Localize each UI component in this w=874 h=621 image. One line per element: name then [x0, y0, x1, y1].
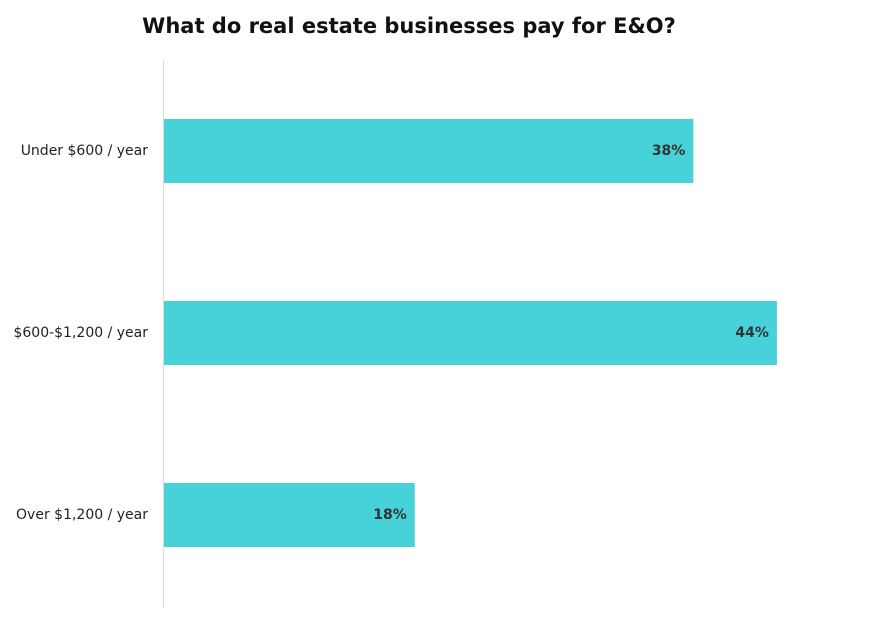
value-label: 44% [735, 325, 769, 341]
bar [164, 301, 777, 365]
y-tick-label: Under $600 / year [21, 143, 149, 159]
y-tick-label: $600-$1,200 / year [13, 325, 148, 341]
bar [164, 119, 694, 183]
bar [164, 483, 415, 547]
value-label: 18% [373, 507, 407, 523]
value-label: 38% [652, 143, 686, 159]
y-tick-label: Over $1,200 / year [16, 507, 148, 523]
chart-title: What do real estate businesses pay for E… [142, 14, 676, 38]
